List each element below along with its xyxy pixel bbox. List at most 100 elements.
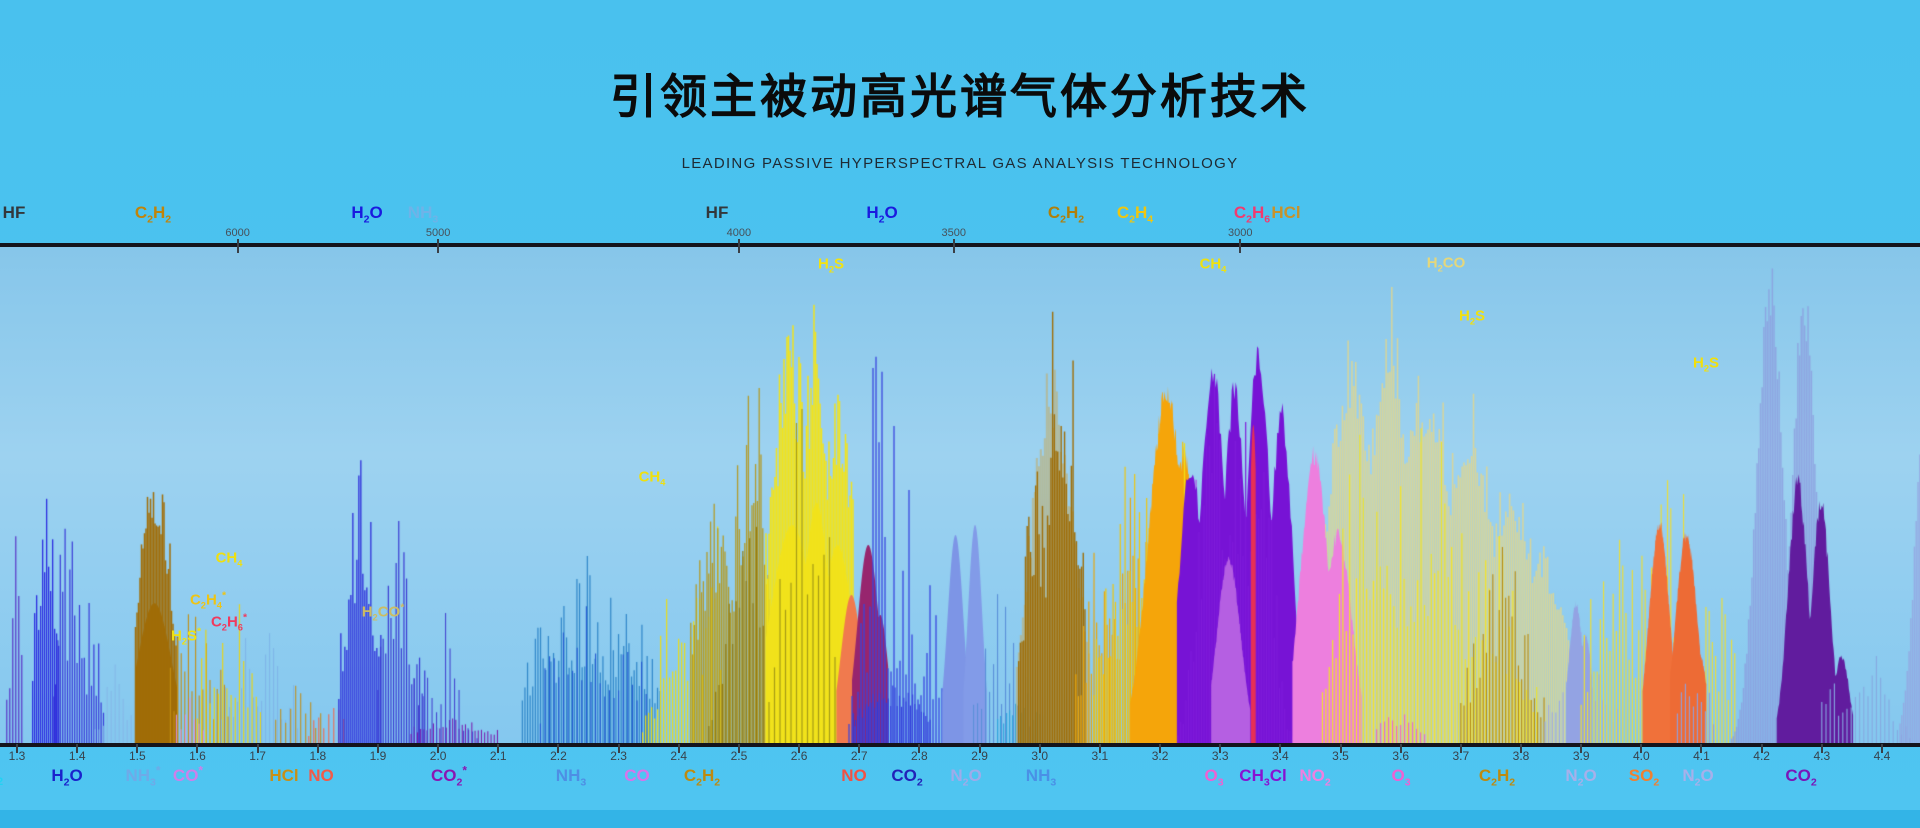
inplot-gas-label: CH4	[215, 549, 243, 569]
wavelength-tick-label: 1.8	[309, 749, 327, 763]
wavenumber-tick-label: 6000	[225, 227, 250, 239]
bottom-gas-label: O3	[1391, 766, 1411, 789]
top-gas-label: H2O	[866, 203, 898, 226]
wavelength-tick-mark	[737, 744, 740, 753]
wavelength-tick-mark	[1760, 744, 1763, 753]
bottom-axis-line	[0, 743, 1920, 747]
wavelength-tick-mark	[437, 744, 440, 753]
bottom-gas-label: NH3	[555, 766, 587, 789]
wavelength-tick-mark	[978, 744, 981, 753]
wavelength-tick-label: 4.0	[1632, 749, 1650, 763]
inplot-gas-label: H2S*	[170, 625, 202, 647]
wavelength-tick-label: 1.5	[128, 749, 146, 763]
wavelength-tick-label: 3.9	[1572, 749, 1590, 763]
wavelength-tick-mark	[1640, 744, 1643, 753]
wavenumber-tick-label: 3000	[1228, 227, 1253, 239]
bottom-gas-label: NO	[841, 766, 867, 785]
wavelength-tick-label: 3.4	[1272, 749, 1289, 763]
wavelength-tick-label: 3.3	[1211, 749, 1229, 763]
wavelength-tick-mark	[376, 744, 379, 753]
wavenumber-tick-mark	[236, 239, 239, 253]
bottom-gas-label: CO2	[891, 766, 923, 789]
wavenumber-tick-mark	[437, 239, 440, 253]
wavelength-tick-label: 4.1	[1693, 749, 1710, 763]
bottom-gas-label: H2O	[51, 766, 83, 789]
inplot-gas-label: H2S	[1692, 354, 1720, 374]
top-gas-label: NH3	[407, 203, 439, 226]
top-axis-line	[0, 243, 1920, 247]
wavelength-tick-label: 1.4	[68, 749, 86, 763]
wavelength-tick-label: 1.7	[249, 749, 266, 763]
wavelength-tick-mark	[918, 744, 921, 753]
bottom-gas-label: CO2	[1785, 766, 1817, 789]
wavelength-tick-mark	[497, 744, 500, 753]
cutoff-gas-label-fragment: 2	[0, 776, 4, 788]
wavelength-tick-mark	[316, 744, 319, 753]
wavelength-tick-mark	[1098, 744, 1101, 753]
wavelength-tick-mark	[1880, 744, 1883, 753]
footer-strip	[0, 810, 1920, 828]
top-gas-label: H2O	[351, 203, 383, 226]
bottom-gas-label: NO2	[1299, 766, 1331, 789]
wavelength-tick-label: 3.8	[1512, 749, 1530, 763]
wavelength-tick-label: 3.1	[1091, 749, 1109, 763]
wavelength-tick-label: 2.2	[550, 749, 567, 763]
wavelength-tick-label: 2.7	[850, 749, 868, 763]
top-gas-label: HF	[705, 203, 729, 222]
wavelength-tick-mark	[1279, 744, 1282, 753]
wavelength-tick-label: 2.3	[610, 749, 627, 763]
wavelength-tick-mark	[1399, 744, 1402, 753]
wavelength-tick-mark	[677, 744, 680, 753]
wavelength-tick-mark	[16, 744, 18, 753]
wavelength-tick-label: 1.9	[369, 749, 387, 763]
wavenumber-tick-mark	[1239, 239, 1242, 253]
inplot-gas-label: H2CO*	[361, 601, 405, 623]
bottom-gas-label: CO2*	[431, 763, 467, 789]
top-gas-label: HF	[2, 203, 26, 222]
wavelength-tick-mark	[196, 744, 199, 753]
bottom-gas-label: NH3	[1025, 766, 1057, 789]
bottom-gas-label: NO	[308, 766, 334, 785]
wavenumber-tick-mark	[737, 239, 740, 253]
inplot-gas-label: H2CO	[1426, 254, 1466, 274]
wavelength-tick-mark	[76, 744, 79, 753]
wavelength-tick-mark	[1159, 744, 1162, 753]
wavelength-tick-mark	[136, 744, 139, 753]
wavelength-tick-label: 4.4	[1873, 749, 1891, 763]
wavenumber-tick-label: 5000	[425, 227, 451, 239]
top-gas-label: C2H4	[1116, 203, 1154, 226]
bottom-gas-label: CH3Cl	[1239, 766, 1287, 789]
wavelength-tick-label: 2.4	[670, 749, 688, 763]
wavelength-tick-label: 2.0	[429, 749, 447, 763]
wavelength-tick-mark	[617, 744, 620, 753]
wavelength-tick-label: 1.3	[8, 749, 26, 763]
wavenumber-tick-label: 3500	[941, 227, 967, 239]
wavelength-tick-label: 2.9	[971, 749, 988, 763]
top-gas-label: C2H2	[134, 203, 172, 226]
inplot-gas-label: CH4	[1199, 255, 1227, 275]
wavelength-tick-label: 2.1	[489, 749, 507, 763]
wavelength-tick-label: 3.6	[1392, 749, 1410, 763]
wavelength-tick-label: 3.7	[1452, 749, 1470, 763]
bottom-gas-label: C2H2	[1478, 766, 1516, 789]
wavelength-tick-mark	[1820, 744, 1823, 753]
wavelength-tick-mark	[1580, 744, 1583, 753]
wavelength-tick-mark	[1700, 744, 1703, 753]
wavelength-tick-label: 3.2	[1151, 749, 1169, 763]
wavelength-tick-label: 1.6	[189, 749, 206, 763]
inplot-gas-label: H2S	[817, 255, 845, 275]
wavelength-tick-mark	[1038, 744, 1041, 753]
wavelength-tick-mark	[1219, 744, 1222, 753]
wavelength-tick-mark	[1459, 744, 1462, 753]
wavenumber-tick-label: 4000	[726, 227, 752, 239]
inplot-gas-label: CH4	[638, 468, 666, 488]
wavelength-tick-label: 2.6	[790, 749, 808, 763]
bottom-gas-label: N2O	[1565, 766, 1597, 789]
wavelength-tick-mark	[1520, 744, 1522, 753]
bottom-gas-label: NH3*	[125, 763, 161, 789]
top-gas-label: C2H2	[1047, 203, 1085, 226]
inplot-gas-label: H2S	[1458, 307, 1486, 327]
inplot-gas-label: C2H6*	[210, 611, 248, 633]
wavelength-tick-label: 3.0	[1031, 749, 1049, 763]
